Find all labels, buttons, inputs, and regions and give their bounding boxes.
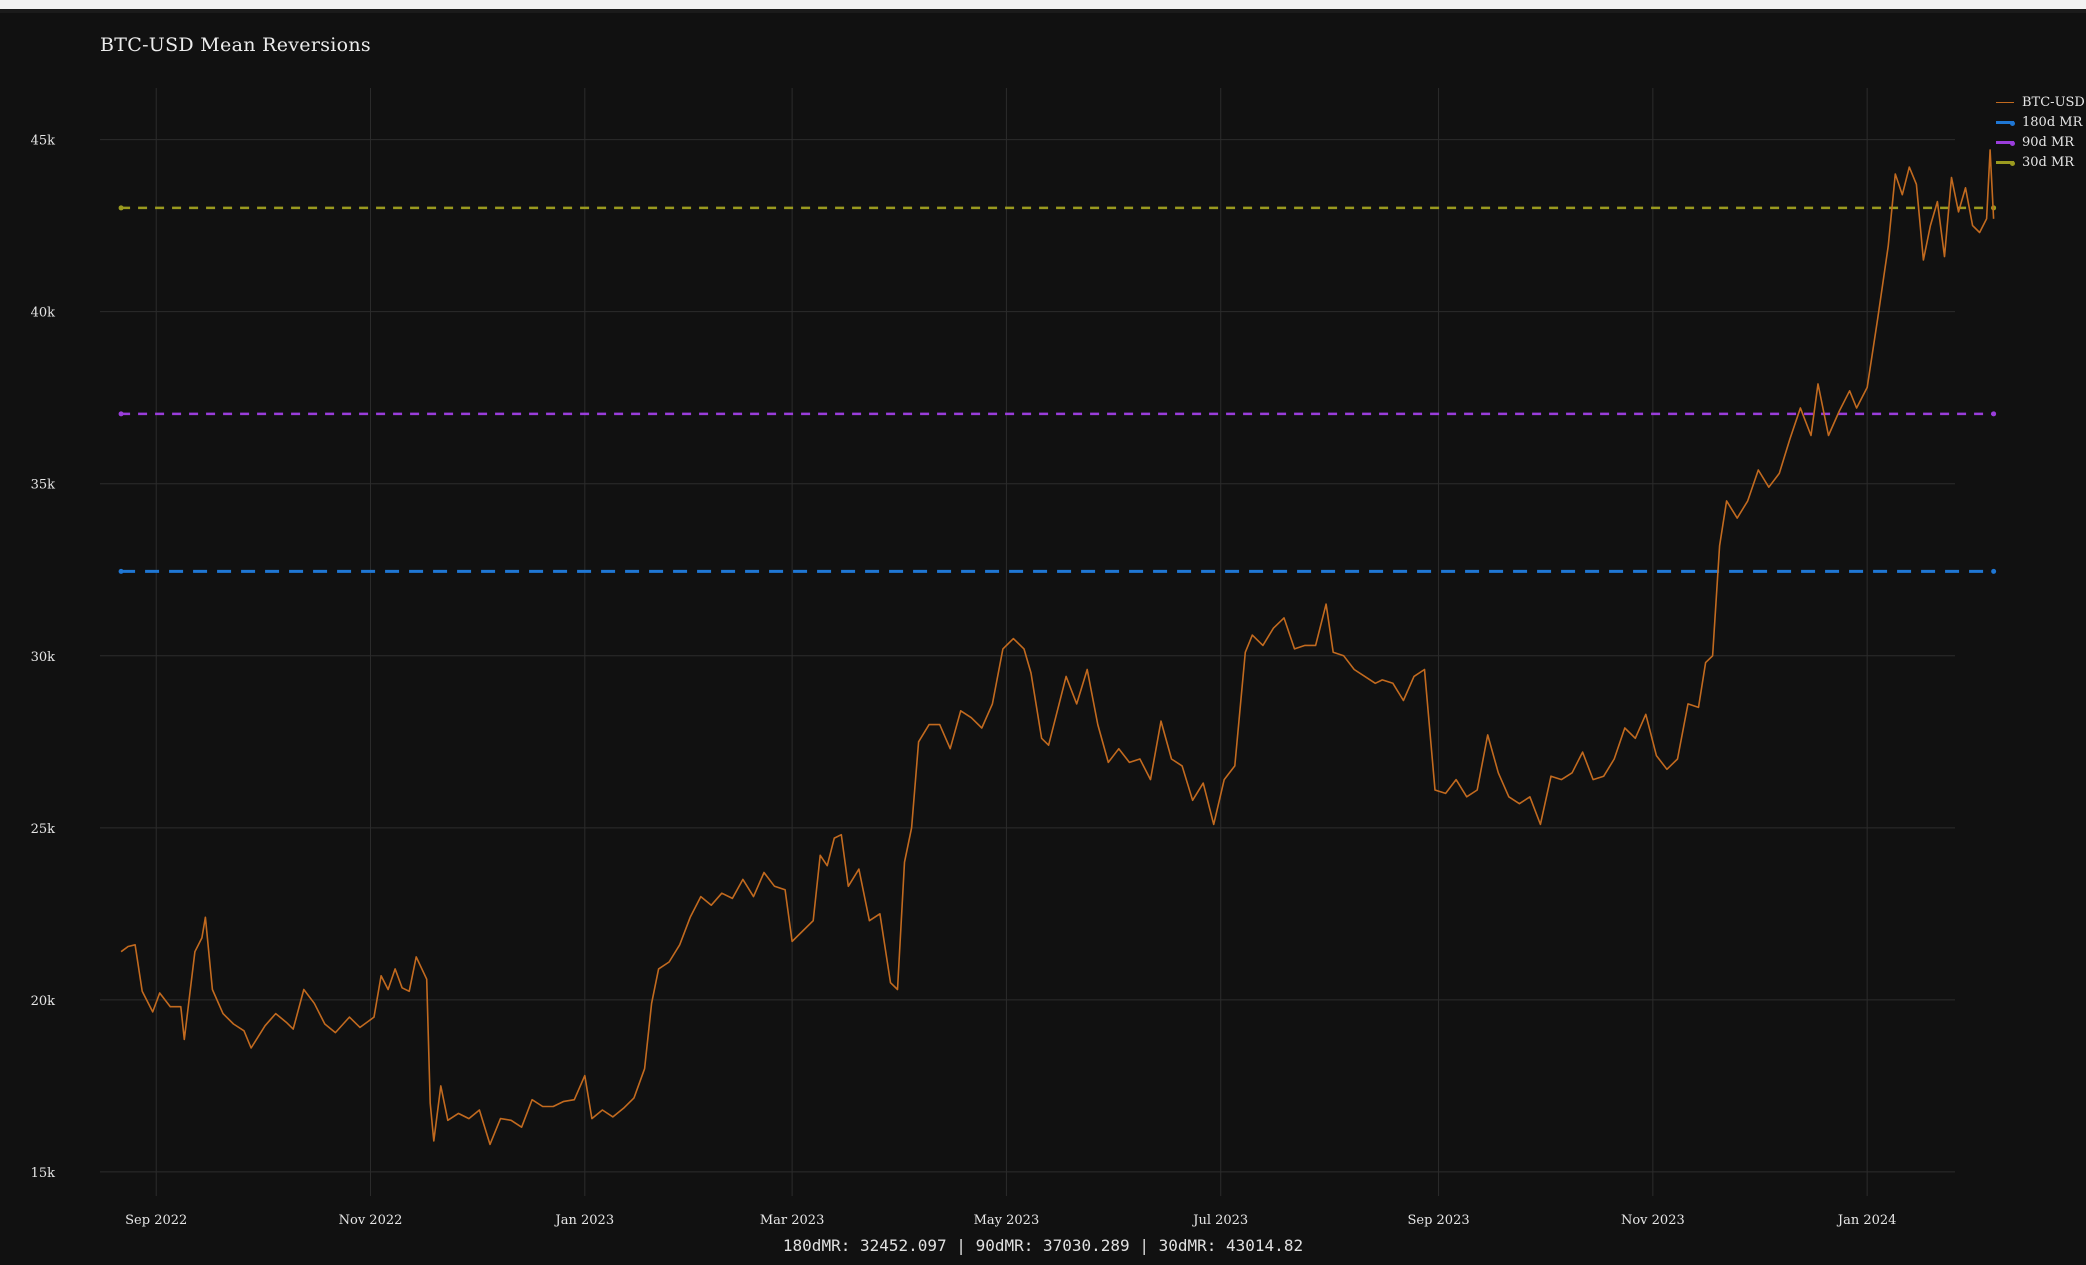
window-top-shadow (0, 9, 2086, 13)
y-tick-label: 45k (31, 134, 56, 149)
x-tick-label: May 2023 (974, 1213, 1040, 1228)
mr-point (118, 568, 124, 574)
x-tick-label: Sep 2023 (1407, 1213, 1469, 1228)
legend-swatch (1996, 140, 2015, 146)
legend-label: 90d MR (2022, 134, 2075, 150)
legend-item[interactable]: 30d MR (1996, 152, 2085, 172)
mr-point (1991, 568, 1997, 574)
mr-point (118, 205, 124, 211)
mr-point (118, 411, 124, 417)
y-tick-label: 35k (31, 478, 56, 493)
y-tick-label: 25k (31, 822, 56, 837)
legend-label: BTC-USD (2022, 94, 2085, 110)
mean-reversion-layer (118, 205, 1997, 574)
x-tick-label: Nov 2023 (1621, 1213, 1685, 1228)
y-tick-label: 30k (31, 650, 56, 665)
legend-item[interactable]: BTC-USD (1996, 92, 2085, 112)
window-top-strip (0, 0, 2086, 9)
x-tick-label: Jan 2023 (554, 1213, 615, 1228)
btc-usd-price-line (120, 149, 1995, 1146)
y-tick-label: 40k (31, 306, 56, 321)
y-tick-label: 15k (31, 1166, 56, 1181)
x-tick-label: Jan 2024 (1836, 1213, 1897, 1228)
legend-item[interactable]: 180d MR (1996, 112, 2085, 132)
grid-layer (100, 88, 1955, 1196)
legend-label: 180d MR (2022, 114, 2083, 130)
x-tick-label: Nov 2022 (339, 1213, 403, 1228)
legend-swatch (1996, 120, 2015, 126)
x-tick-label: Jul 2023 (1191, 1213, 1248, 1228)
legend-item[interactable]: 90d MR (1996, 132, 2085, 152)
axis-layer: 15k 20k 25k 30k 35k 40k 45k Sep 2022 Nov 2022 Jan… (31, 134, 1897, 1228)
legend-swatch (1996, 160, 2015, 166)
y-tick-label: 20k (31, 994, 56, 1009)
x-tick-label: Sep 2022 (125, 1213, 187, 1228)
price-layer (120, 149, 1995, 1146)
legend-swatch (1996, 101, 2014, 103)
legend[interactable]: BTC-USD 180d MR 90d MR 30d MR (1996, 92, 2085, 172)
x-tick-label: Mar 2023 (760, 1213, 825, 1228)
legend-label: 30d MR (2022, 154, 2075, 170)
mr-point (1991, 411, 1997, 417)
mean-reversion-summary: 180dMR: 32452.097 | 90dMR: 37030.289 | 3… (782, 1236, 1304, 1255)
chart-title: BTC-USD Mean Reversions (100, 34, 371, 56)
